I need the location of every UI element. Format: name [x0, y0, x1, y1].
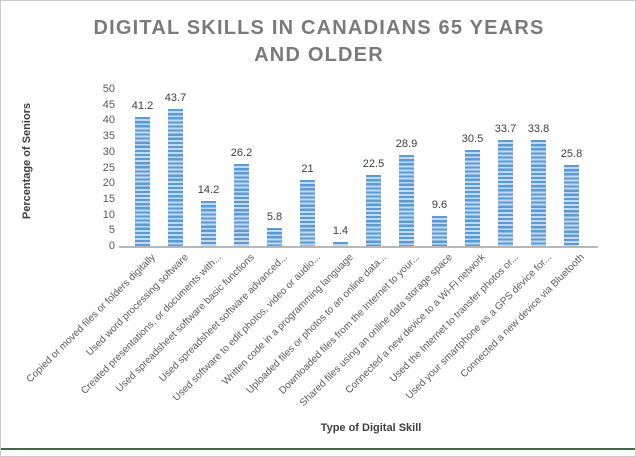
bar-value-label: 33.8	[527, 123, 550, 135]
x-axis-title: Type of Digital Skill	[320, 422, 422, 434]
bar	[168, 109, 183, 246]
y-tick-label: 20	[102, 177, 115, 190]
y-tick-label: 0	[108, 240, 115, 252]
bar-value-label: 43.7	[164, 92, 187, 104]
bar-value-label: 33.7	[494, 123, 517, 135]
bar	[531, 140, 546, 246]
bar	[201, 201, 216, 246]
y-tick-label: 30	[102, 145, 115, 158]
bar-value-label: 28.9	[395, 138, 418, 150]
bar	[465, 150, 480, 246]
y-tick-label: 25	[102, 161, 115, 174]
chart-title: DIGITAL SKILLS IN CANADIANS 65 YEARS AND…	[1, 15, 635, 69]
bar-value-label: 41.2	[131, 100, 154, 112]
y-tick-label: 35	[102, 130, 115, 143]
bar-value-label: 22.5	[362, 158, 385, 170]
bar	[234, 164, 249, 246]
bar-value-label: 9.6	[431, 199, 448, 211]
bar	[333, 242, 348, 246]
y-tick-label: 10	[102, 208, 115, 221]
bar-value-label: 30.5	[461, 133, 484, 145]
bar	[366, 175, 381, 246]
bar-value-label: 21	[301, 163, 314, 175]
bar-value-label: 25.8	[560, 148, 583, 160]
x-axis-line	[119, 246, 598, 248]
chart-title-line1: DIGITAL SKILLS IN CANADIANS 65 YEARS	[93, 17, 545, 39]
bar-value-label: 1.4	[332, 225, 349, 237]
y-tick-label: 15	[102, 192, 115, 205]
y-tick-label: 40	[102, 114, 115, 127]
bottom-green-line	[1, 448, 635, 450]
bar-value-label: 14.2	[197, 184, 220, 196]
bar-value-label: 5.8	[266, 211, 283, 223]
y-axis-title: Percentage of Seniors	[21, 102, 33, 220]
y-tick-label: 50	[102, 83, 115, 95]
bar-value-label: 26.2	[230, 147, 253, 159]
chart-title-line2: AND OLDER	[254, 44, 384, 66]
bar	[135, 117, 150, 246]
bar	[564, 165, 579, 246]
bar	[432, 216, 447, 246]
bar	[300, 180, 315, 246]
bar	[267, 228, 282, 246]
y-tick-label: 5	[108, 224, 115, 237]
y-tick-label: 45	[102, 98, 115, 111]
bar	[498, 140, 513, 246]
bar	[399, 155, 414, 246]
